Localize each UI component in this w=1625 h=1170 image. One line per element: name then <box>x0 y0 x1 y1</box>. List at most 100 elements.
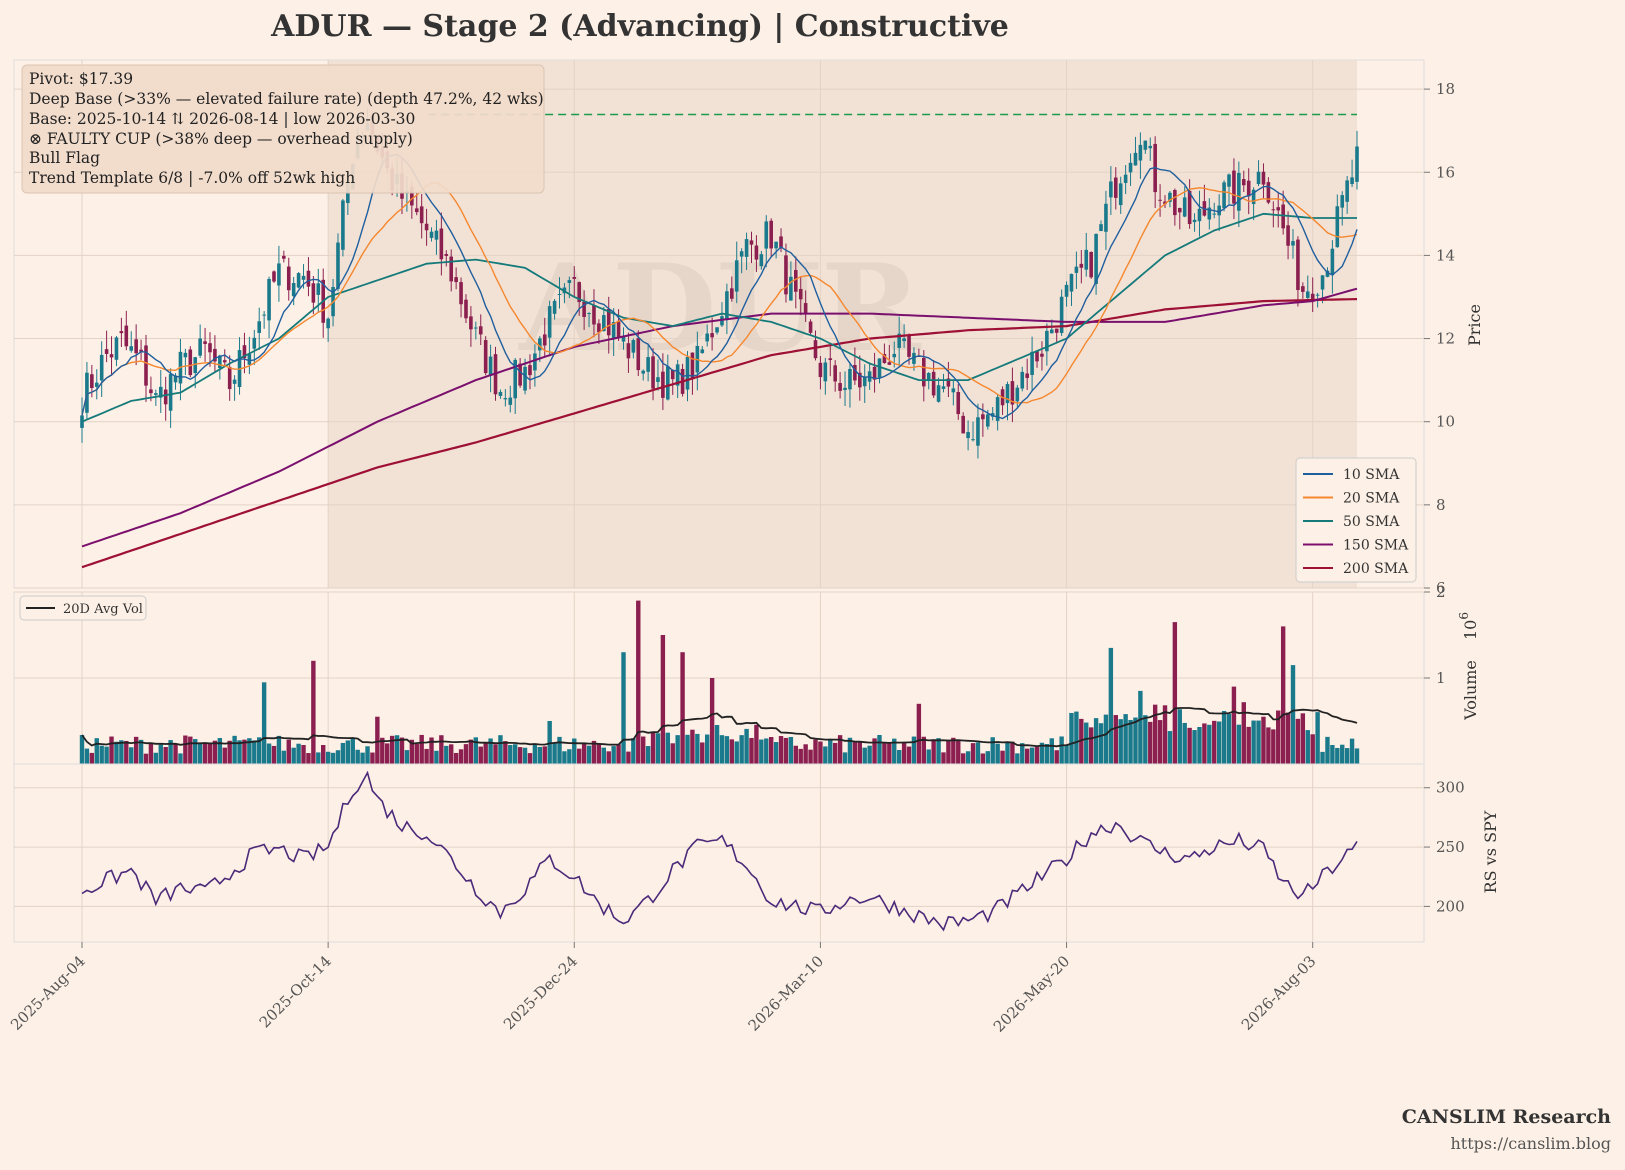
candle-body <box>818 362 823 378</box>
candle <box>759 250 764 270</box>
volume-bar <box>1015 753 1020 764</box>
candle <box>597 319 601 345</box>
candle-body <box>538 338 542 351</box>
volume-bar <box>296 743 301 764</box>
volume-bar <box>498 735 503 764</box>
candle <box>1123 165 1128 195</box>
volume-bar <box>197 743 203 764</box>
candle <box>769 218 773 258</box>
volume-bar <box>527 753 533 764</box>
volume-bar <box>1335 747 1340 764</box>
volume-bar <box>281 750 287 764</box>
candle-body <box>1143 140 1148 150</box>
volume-bar <box>837 735 843 764</box>
volume-bar <box>1344 748 1350 764</box>
candle-body <box>582 301 586 317</box>
volume-axis-label: Volume <box>1461 660 1480 721</box>
candle-body <box>897 333 901 348</box>
candle <box>1015 384 1020 409</box>
volume-bar <box>1216 721 1222 764</box>
candle-body <box>469 316 473 330</box>
volume-bar <box>542 746 547 764</box>
volume-bar <box>1177 709 1182 764</box>
volume-bar <box>508 745 513 764</box>
candle <box>779 228 783 253</box>
candle-body <box>547 306 552 338</box>
volume-bar <box>1059 736 1064 764</box>
candle-body <box>183 352 188 358</box>
volume-bar <box>444 745 449 764</box>
volume-bar <box>596 744 602 764</box>
volume-bar <box>99 745 104 764</box>
volume-bar <box>1251 720 1256 764</box>
volume-bar <box>892 738 897 764</box>
volume-bar <box>375 716 380 764</box>
candle <box>1276 191 1281 228</box>
candle-body <box>754 245 759 260</box>
rs-grid <box>14 764 1424 942</box>
candle-body <box>1335 206 1340 248</box>
volume-bar <box>414 743 419 764</box>
candle-body <box>1310 293 1315 299</box>
candle-body <box>971 439 975 441</box>
volume-bar <box>458 749 464 764</box>
volume-bar <box>990 737 995 764</box>
volume-bar <box>734 741 739 764</box>
candle-body <box>592 305 596 325</box>
candle-body <box>1020 371 1025 389</box>
candle-body <box>168 374 173 411</box>
info-line-trend-template: Trend Template 6/8 | -7.0% off 52wk high <box>29 169 355 187</box>
candle-body <box>715 327 719 333</box>
volume-bar <box>591 740 597 764</box>
volume-bar <box>453 752 459 764</box>
candle-body <box>789 276 793 301</box>
x-tick-label: 2025-Dec-24 <box>500 952 581 1033</box>
volume-bar <box>1207 724 1212 764</box>
candle-body <box>227 366 232 390</box>
volume-bar <box>261 682 267 764</box>
candle <box>838 371 842 399</box>
candle <box>267 276 271 339</box>
candle <box>262 311 266 329</box>
candle-body <box>85 372 89 413</box>
volume-bar <box>552 743 557 764</box>
volume-bar <box>1285 712 1291 764</box>
candle <box>1246 168 1251 215</box>
volume-bar <box>517 747 523 764</box>
candle <box>139 339 143 360</box>
candle-body <box>149 389 153 394</box>
candle-body <box>90 374 94 389</box>
volume-bar <box>636 600 641 764</box>
volume-bar <box>882 742 887 764</box>
candle-body <box>621 335 626 342</box>
candle-body <box>739 251 744 257</box>
candle-body <box>513 359 518 399</box>
candle <box>853 347 857 385</box>
candle <box>828 345 833 377</box>
candle-body <box>641 370 645 374</box>
candle-body <box>419 206 424 224</box>
candle <box>833 360 837 392</box>
volume-bar <box>1000 750 1005 764</box>
volume-bar <box>704 734 710 764</box>
candle-body <box>725 291 729 320</box>
volume-bar <box>325 751 331 764</box>
volume-bar <box>581 742 587 764</box>
volume-bar <box>872 738 877 764</box>
volume-bar <box>562 751 567 764</box>
volume-bar <box>385 743 390 764</box>
candle-body <box>1015 387 1020 402</box>
volume-bar <box>980 753 986 764</box>
candle <box>877 358 882 384</box>
volume-bar <box>394 735 400 764</box>
candle <box>941 373 946 393</box>
candle-body <box>941 386 946 389</box>
volume-bar <box>719 735 725 764</box>
candle <box>1128 153 1133 186</box>
volume-bar <box>611 746 616 764</box>
volume-bar <box>1133 717 1138 764</box>
volume-bar <box>783 737 789 764</box>
volume-bar <box>640 736 646 764</box>
candle-body <box>139 349 143 352</box>
candle <box>242 332 247 374</box>
